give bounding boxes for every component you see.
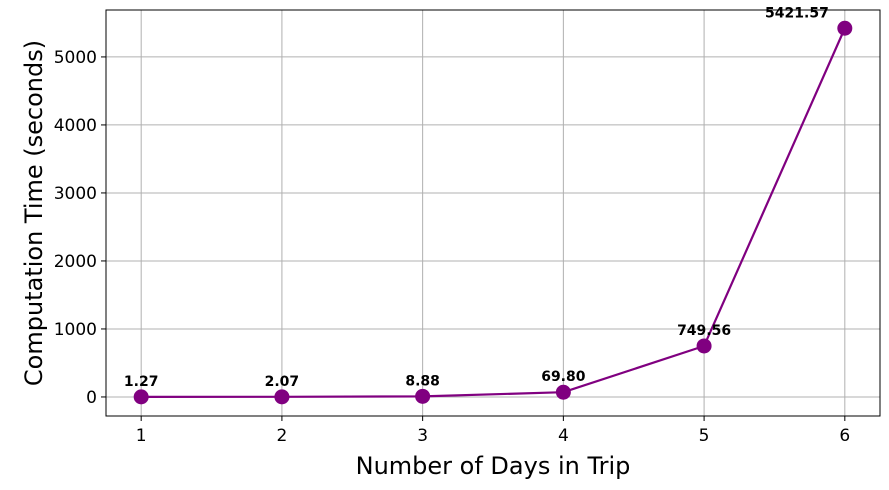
data-label: 749.56 <box>677 323 731 339</box>
data-labels: 1.27 2.07 8.88 69.80 749.56 5421.57 <box>124 5 829 390</box>
x-tick-label: 2 <box>276 426 287 446</box>
y-tick-label: 1000 <box>54 320 97 340</box>
series-line <box>141 27 846 398</box>
data-point <box>696 338 712 354</box>
x-tick-label: 6 <box>839 426 850 446</box>
y-tick-label: 3000 <box>54 184 97 204</box>
data-point <box>415 388 431 404</box>
data-label: 2.07 <box>265 374 300 390</box>
y-tick-label: 5000 <box>54 48 97 68</box>
data-label: 1.27 <box>124 374 159 390</box>
x-tick-label: 3 <box>417 426 428 446</box>
data-point <box>837 20 853 36</box>
y-tick-label: 4000 <box>54 116 97 136</box>
data-label: 69.80 <box>541 369 586 385</box>
y-axis-title: Computation Time (seconds) <box>20 40 48 386</box>
x-tick-label: 5 <box>699 426 710 446</box>
y-tick-label: 2000 <box>54 252 97 272</box>
data-label: 8.88 <box>405 373 440 389</box>
data-point <box>555 384 571 400</box>
x-tick-label: 1 <box>136 426 147 446</box>
data-point <box>133 389 149 405</box>
data-points <box>133 20 853 405</box>
data-label: 5421.57 <box>765 5 829 21</box>
plot-frame <box>105 9 881 417</box>
x-axis-title: Number of Days in Trip <box>356 452 631 480</box>
axis-ticks: 1 2 3 4 5 6 0 1000 2000 3000 4000 5000 <box>54 48 850 446</box>
data-point <box>274 389 290 405</box>
x-tick-label: 4 <box>558 426 569 446</box>
y-tick-label: 0 <box>86 388 97 408</box>
